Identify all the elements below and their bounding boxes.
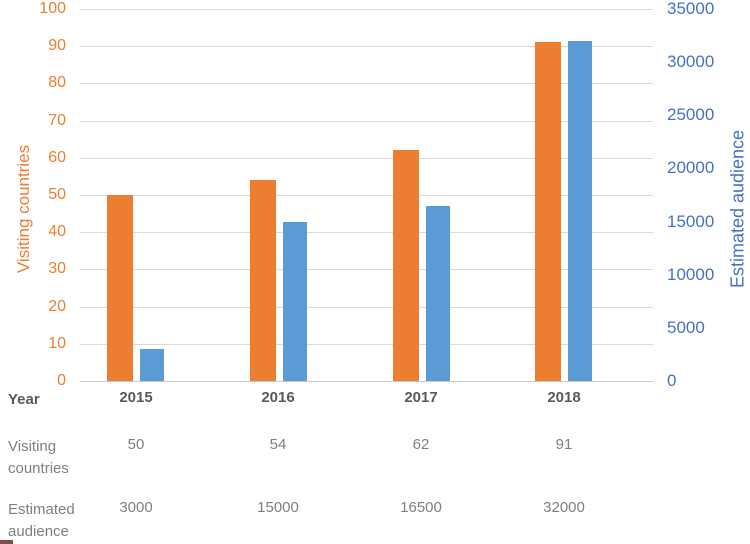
bar-estimated-audience-2018 <box>568 41 592 381</box>
gridline-70 <box>80 121 653 122</box>
right-axis-tick-30000: 30000 <box>667 52 715 71</box>
gridline-10 <box>80 344 653 345</box>
right-axis-tick-5000: 5000 <box>667 318 705 337</box>
left-axis-tick-0: 0 <box>57 372 66 389</box>
left-axis-tick-100: 100 <box>39 0 66 17</box>
table-cell-r0-c3: 2018 <box>547 389 581 406</box>
left-axis-tick-40: 40 <box>48 223 66 240</box>
right-axis-tick-25000: 25000 <box>667 105 715 124</box>
left-axis-tick-90: 90 <box>48 37 66 54</box>
left-axis-tick-80: 80 <box>48 74 66 91</box>
right-axis-title: Estimated audience <box>727 129 748 289</box>
gridline-0 <box>80 381 653 382</box>
right-axis-tick-0: 0 <box>667 371 677 390</box>
table-row-label-1: Visiting countries <box>8 438 69 477</box>
table-cell-r2-c3: 32000 <box>543 499 585 516</box>
right-axis-tick-35000: 35000 <box>667 0 715 18</box>
table-cell-r2-c0: 3000 <box>119 499 153 516</box>
table-cell-r1-c0: 50 <box>127 436 145 453</box>
table-cell-r1-c2: 62 <box>412 436 430 453</box>
table-cell-r1-c1: 54 <box>269 436 287 453</box>
right-axis-tick-10000: 10000 <box>667 265 715 284</box>
table-cell-r1-c3: 91 <box>555 436 573 453</box>
left-axis-tick-50: 50 <box>48 186 66 203</box>
table-cell-r0-c1: 2016 <box>261 389 295 406</box>
table-cell-r0-c0: 2015 <box>119 389 153 406</box>
corner-artifact <box>0 540 13 544</box>
left-axis-tick-10: 10 <box>48 335 66 352</box>
bar-visiting-countries-2015 <box>107 195 133 381</box>
table-cell-r2-c2: 16500 <box>400 499 442 516</box>
table-row-label-2: Estimated audience <box>8 501 75 540</box>
bar-visiting-countries-2018 <box>535 42 561 381</box>
right-axis-tick-20000: 20000 <box>667 158 715 177</box>
gridline-80 <box>80 83 653 84</box>
left-axis-tick-60: 60 <box>48 149 66 166</box>
table-cell-r0-c2: 2017 <box>404 389 438 406</box>
right-axis-tick-15000: 15000 <box>667 212 715 231</box>
gridline-30 <box>80 269 653 270</box>
gridline-50 <box>80 195 653 196</box>
bar-estimated-audience-2016 <box>283 222 307 381</box>
bar-visiting-countries-2017 <box>393 150 419 381</box>
left-axis-title: Visiting countries <box>14 144 33 274</box>
gridline-20 <box>80 307 653 308</box>
bar-visiting-countries-2016 <box>250 180 276 381</box>
bar-estimated-audience-2015 <box>140 349 164 381</box>
gridline-40 <box>80 232 653 233</box>
left-axis-tick-70: 70 <box>48 112 66 129</box>
table-cell-r2-c1: 15000 <box>257 499 299 516</box>
table-row-label-0: Year <box>8 391 40 408</box>
gridline-60 <box>80 158 653 159</box>
left-axis-tick-20: 20 <box>48 298 66 315</box>
gridline-100 <box>80 9 653 10</box>
gridline-90 <box>80 46 653 47</box>
left-axis-tick-30: 30 <box>48 260 66 277</box>
bar-estimated-audience-2017 <box>426 206 450 381</box>
